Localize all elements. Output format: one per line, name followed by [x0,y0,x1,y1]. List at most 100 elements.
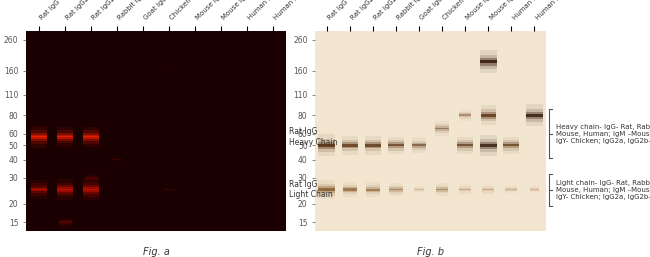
Bar [460,113,471,117]
Bar [366,185,380,194]
Bar [389,186,403,194]
Text: Light chain- IgG- Rat, Rabbit, Goat,
Mouse, Human; IgM –Mouse, Human;
IgY- Chick: Light chain- IgG- Rat, Rabbit, Goat, Mou… [556,180,650,200]
Bar [460,114,471,116]
Bar [460,112,471,119]
Bar [83,189,99,190]
Bar [480,60,497,63]
Text: Rat IgG
Light Chain: Rat IgG Light Chain [289,180,333,199]
Bar [31,135,47,139]
Bar [343,185,357,194]
Bar [482,189,494,190]
Bar [481,105,496,125]
Bar [480,139,497,152]
Bar [457,144,473,146]
Bar [112,159,122,160]
Bar [389,187,403,192]
Bar [58,221,72,223]
Bar [389,189,403,190]
Bar [481,109,496,121]
Bar [343,187,357,192]
Bar [57,133,73,141]
Bar [58,217,72,228]
Bar [318,144,335,147]
Bar [503,142,519,148]
Bar [436,183,448,196]
Text: Fig. a: Fig. a [142,247,170,257]
Bar [83,133,99,141]
Bar [460,109,471,121]
Bar [530,186,540,194]
Bar [83,185,99,194]
Bar [83,187,99,192]
Bar [57,183,73,196]
Bar [164,189,174,190]
Bar [164,188,174,191]
Bar [112,157,122,162]
Bar [365,140,381,151]
Bar [57,187,73,192]
Bar [57,131,73,143]
Bar [342,142,358,149]
Bar [83,127,99,147]
Bar [165,70,173,72]
Bar [506,188,517,191]
Bar [414,189,424,190]
Bar [318,139,335,152]
Bar [165,70,173,71]
Bar [460,188,471,191]
Bar [388,140,404,151]
Bar [457,136,473,154]
Bar [31,126,47,148]
Bar [112,159,122,160]
Bar [436,189,448,190]
Bar [84,175,98,181]
Bar [388,136,404,154]
Bar [31,136,47,137]
Bar [84,176,98,180]
Bar [435,126,449,131]
Bar [481,112,496,118]
Bar [388,142,404,148]
Bar [506,185,517,194]
Bar [57,185,73,194]
Bar [481,114,496,117]
Bar [480,58,497,66]
Bar [112,158,122,161]
Bar [31,183,47,196]
Bar [366,182,380,197]
Bar [342,144,358,146]
Bar [506,187,517,192]
Bar [318,180,335,199]
Bar [460,185,471,195]
Bar [503,140,519,151]
Bar [457,142,473,148]
Bar [412,143,426,148]
Bar [57,189,73,190]
Bar [526,104,543,126]
Bar [436,186,448,193]
Bar [318,142,335,149]
Bar [412,137,426,153]
Text: Rat IgG
Heavy Chain: Rat IgG Heavy Chain [289,127,338,146]
Bar [31,189,47,190]
Bar [318,188,335,191]
Bar [83,182,99,197]
Text: Fig. b: Fig. b [417,247,444,257]
Bar [366,189,380,190]
Bar [57,127,73,146]
Bar [83,136,99,137]
Bar [57,135,73,139]
Bar [58,218,72,226]
Bar [84,174,98,182]
Bar [57,136,73,137]
Bar [414,188,424,191]
Bar [31,188,47,191]
Bar [482,185,494,195]
Bar [164,189,174,190]
Bar [318,186,335,193]
Bar [480,50,497,74]
Bar [342,136,358,155]
Bar [482,187,494,192]
Bar [530,188,540,191]
Bar [31,133,47,141]
